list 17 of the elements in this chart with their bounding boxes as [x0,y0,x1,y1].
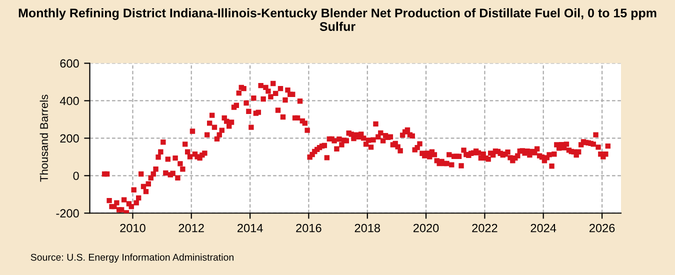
x-tick-label: 2024 [530,224,556,232]
x-tick-label: 2012 [178,224,204,232]
y-tick-label: 0 [73,172,79,180]
x-tick-label: 2020 [413,224,439,232]
y-tick-label: 400 [60,96,79,106]
chart-title: Monthly Refining District Indiana-Illinois-Kentucky Blender Net Production of Distillate Fuel Oil, 0 to 15 ppm Sulfur [18,8,656,31]
source-note: Source: U.S. Energy Information Administration [30,254,234,263]
x-tick-label: 2014 [238,224,263,232]
y-tick-label: 600 [60,59,79,68]
x-tick-label: 2010 [120,224,146,232]
y-tick-label: 200 [60,134,79,143]
x-tick-label: 2022 [472,224,498,232]
y-axis-title: Thousand Barrels [40,94,48,182]
y-tick-label: -200 [56,209,79,218]
x-tick-label: 2026 [590,224,615,232]
x-tick-label: 2018 [354,224,380,232]
x-tick-label: 2016 [296,224,322,232]
